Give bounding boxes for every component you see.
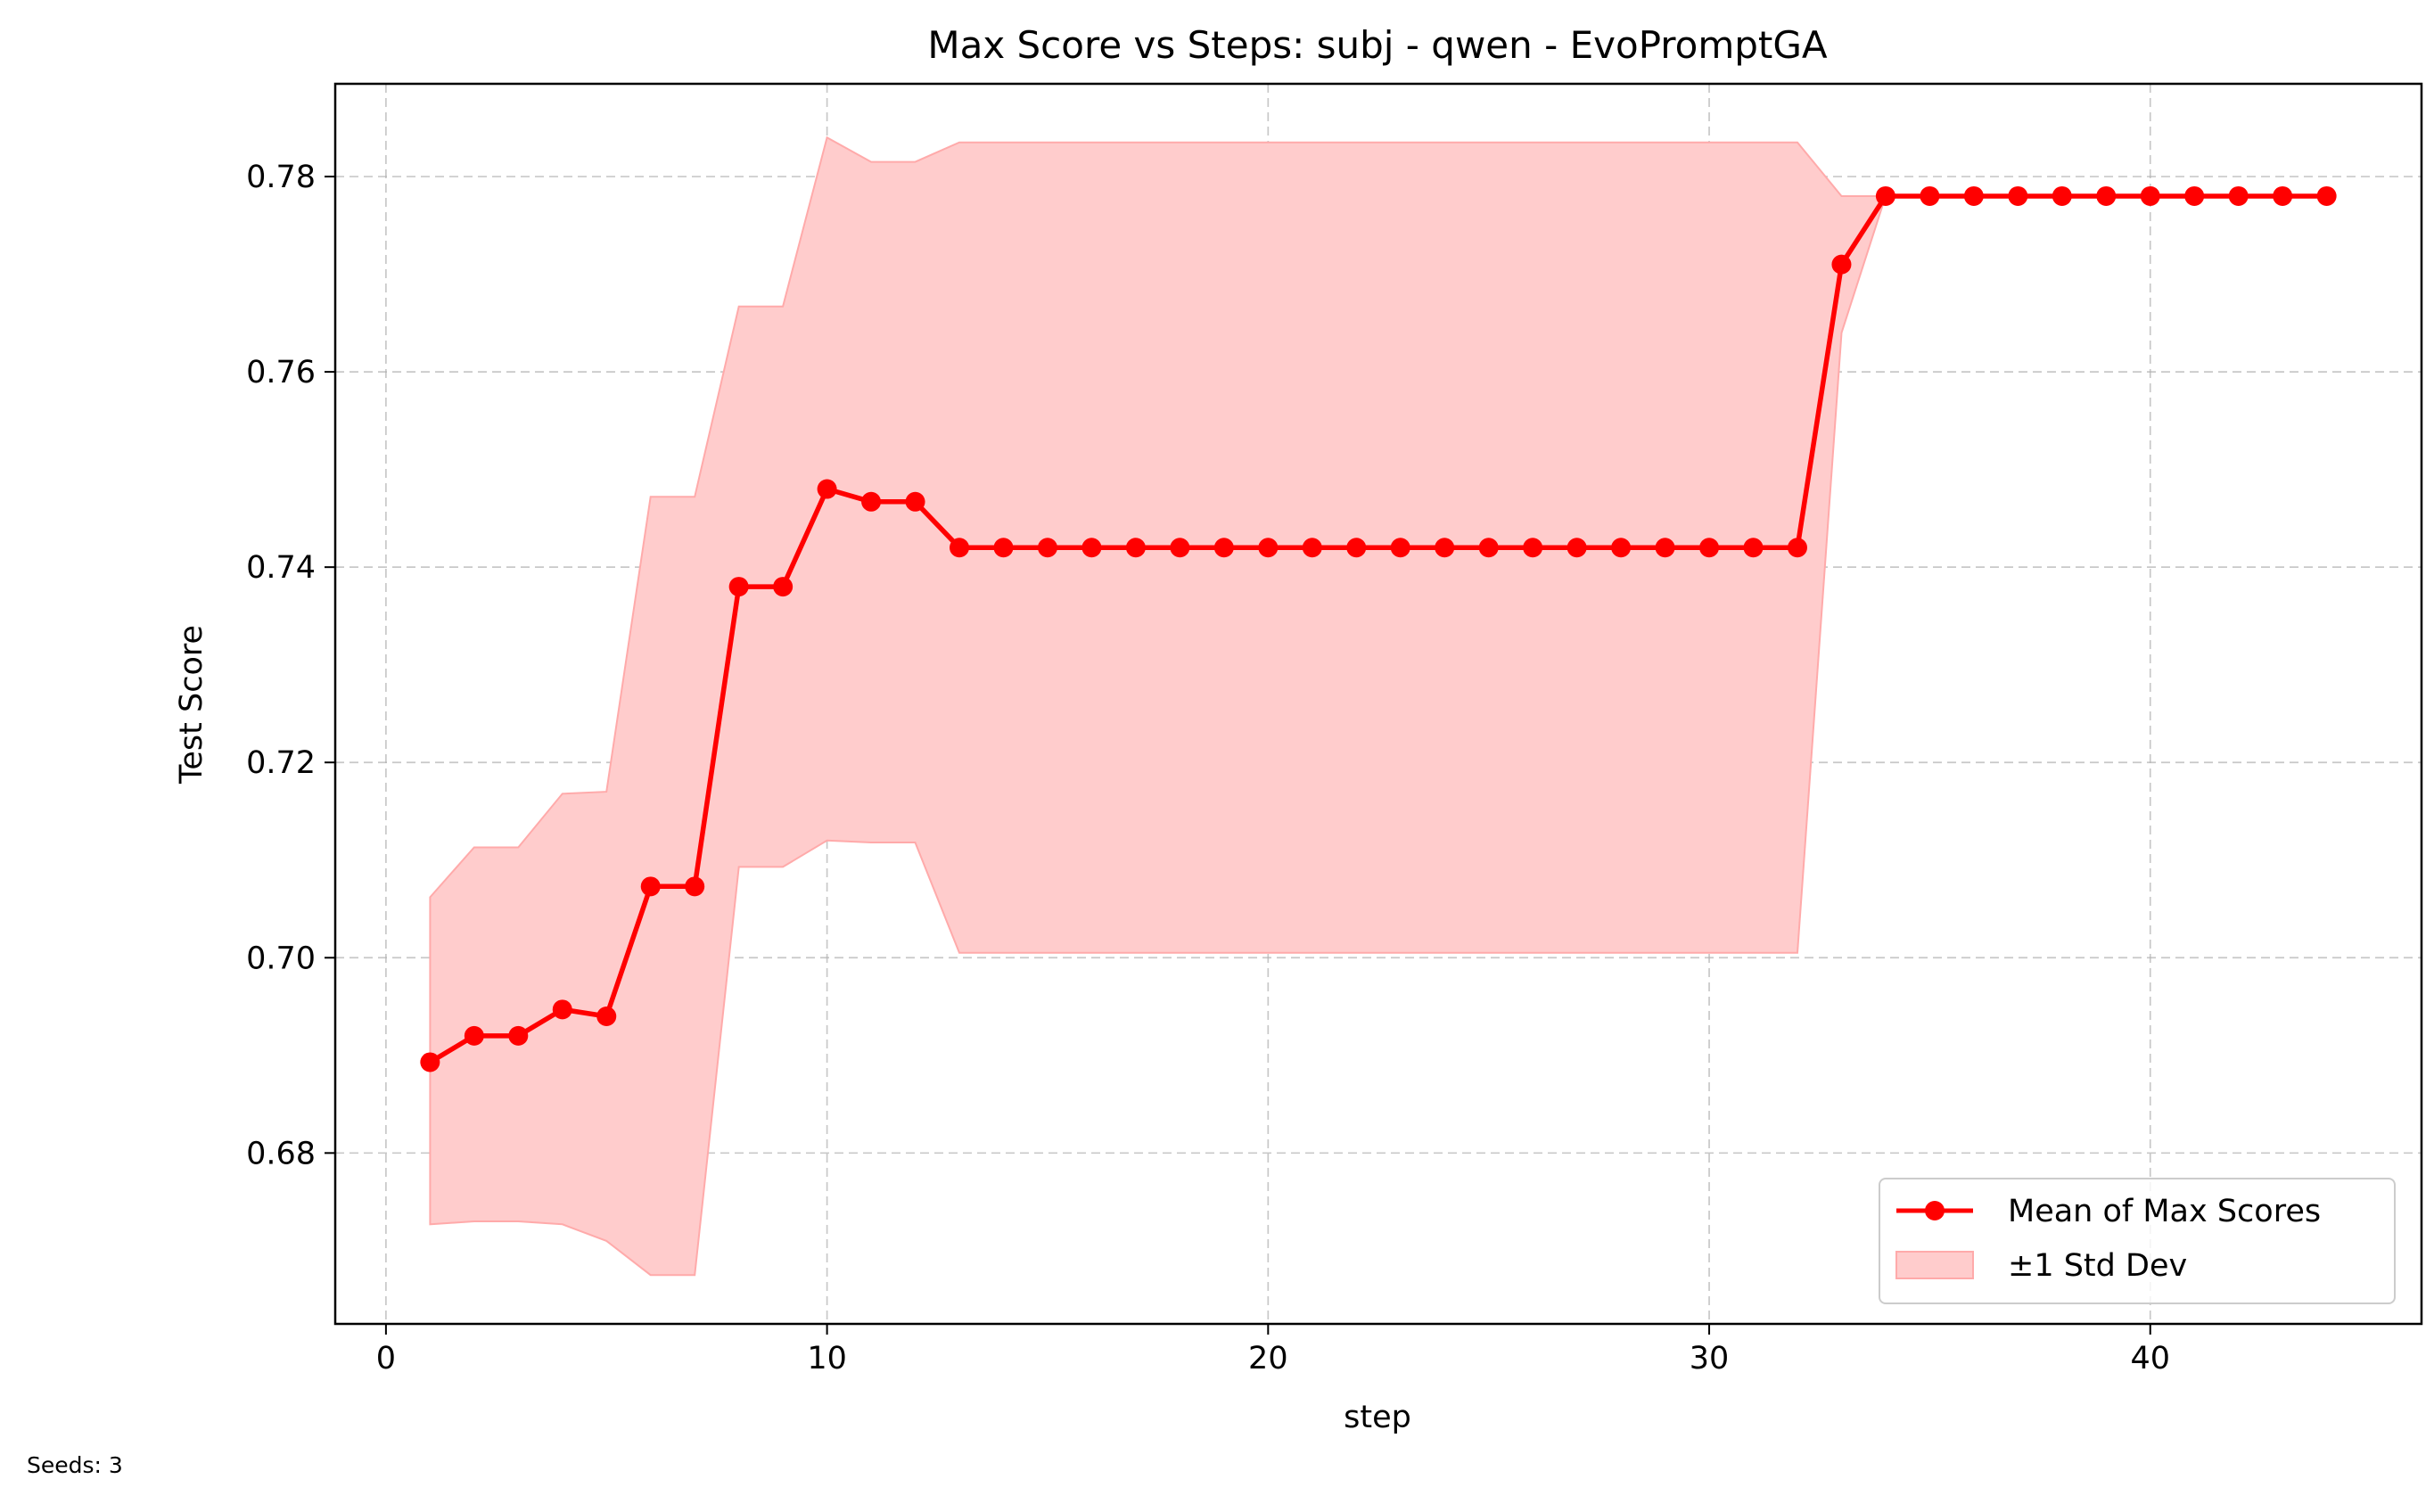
data-point xyxy=(2273,185,2293,206)
x-axis-label: step xyxy=(1344,1400,1411,1435)
data-point xyxy=(950,538,970,558)
y-tick-label: 0.76 xyxy=(246,355,316,390)
data-point xyxy=(2316,185,2337,206)
data-point xyxy=(1125,538,1146,558)
data-point xyxy=(508,1025,529,1046)
data-point xyxy=(728,577,749,597)
data-point xyxy=(640,876,661,897)
data-point xyxy=(1566,538,1587,558)
data-point xyxy=(1258,538,1279,558)
data-point xyxy=(1478,538,1499,558)
data-point xyxy=(1963,185,1984,206)
data-point xyxy=(2008,185,2028,206)
data-point xyxy=(1037,538,1057,558)
data-point xyxy=(1655,538,1675,558)
data-point xyxy=(685,876,705,897)
x-tick-label: 20 xyxy=(1248,1341,1288,1376)
data-point xyxy=(905,491,925,512)
data-point xyxy=(1831,254,1852,275)
legend-box xyxy=(1879,1178,2396,1304)
legend-band-swatch xyxy=(1895,1251,1974,1279)
data-point xyxy=(993,538,1014,558)
data-point xyxy=(2140,185,2160,206)
data-point xyxy=(420,1052,440,1072)
data-point xyxy=(1170,538,1190,558)
data-point xyxy=(1390,538,1410,558)
data-point xyxy=(1920,185,1940,206)
data-point xyxy=(1346,538,1367,558)
x-tick-label: 10 xyxy=(807,1341,847,1376)
plot-frame xyxy=(333,82,2423,1326)
data-point xyxy=(2052,185,2072,206)
data-point xyxy=(1787,538,1807,558)
data-point xyxy=(1523,538,1543,558)
y-tick-label: 0.74 xyxy=(246,550,316,586)
data-point xyxy=(2184,185,2205,206)
data-point xyxy=(2096,185,2117,206)
data-point xyxy=(773,577,794,597)
data-point xyxy=(861,491,882,512)
mean-series xyxy=(420,185,2337,1072)
data-point xyxy=(1699,538,1720,558)
y-tick-label: 0.78 xyxy=(246,160,316,195)
y-axis-label: Test Score xyxy=(174,625,210,785)
data-point xyxy=(1081,538,1102,558)
data-point xyxy=(1743,538,1764,558)
data-point xyxy=(552,999,572,1020)
x-tick-label: 40 xyxy=(2130,1341,2170,1376)
data-point xyxy=(817,479,837,499)
legend-point-marker xyxy=(1925,1201,1945,1220)
data-point xyxy=(2228,185,2249,206)
seeds-footnote: Seeds: 3 xyxy=(27,1452,123,1478)
legend-label-mean: Mean of Max Scores xyxy=(2008,1194,2321,1229)
data-point xyxy=(1875,185,1895,206)
legend-label-std: ±1 Std Dev xyxy=(2008,1248,2187,1284)
x-tick-label: 0 xyxy=(376,1341,396,1376)
chart-title: Max Score vs Steps: subj - qwen - EvoPro… xyxy=(927,23,1828,67)
data-point xyxy=(596,1006,617,1026)
legend: Mean of Max Scores ±1 Std Dev xyxy=(1879,1178,2396,1304)
axes: 0 10 20 30 40 0.68 0.70 0.72 0.74 0.76 0.78 xyxy=(246,82,2423,1376)
y-tick-label: 0.68 xyxy=(246,1136,316,1171)
data-point xyxy=(1302,538,1322,558)
data-point xyxy=(464,1025,484,1046)
y-tick-label: 0.70 xyxy=(246,941,316,976)
x-tick-label: 30 xyxy=(1690,1341,1730,1376)
data-point xyxy=(1435,538,1455,558)
y-tick-label: 0.72 xyxy=(246,745,316,781)
data-point xyxy=(1611,538,1632,558)
data-point xyxy=(1213,538,1234,558)
